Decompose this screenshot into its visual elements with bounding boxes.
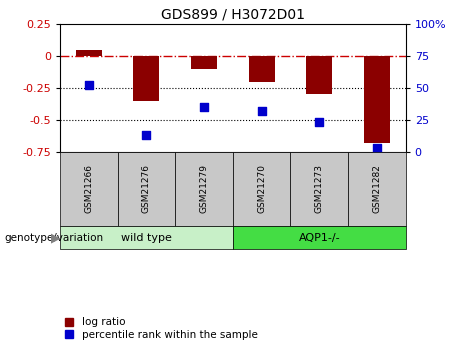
Bar [60, 226, 233, 249]
Point [373, 145, 381, 151]
Bar [306, 56, 332, 95]
Text: GSM21266: GSM21266 [84, 164, 93, 214]
Title: GDS899 / H3072D01: GDS899 / H3072D01 [161, 8, 305, 22]
Text: GSM21282: GSM21282 [372, 165, 381, 213]
Bar [191, 56, 217, 69]
Text: AQP1-/-: AQP1-/- [298, 233, 340, 243]
Point [200, 104, 207, 110]
Text: GSM21270: GSM21270 [257, 164, 266, 214]
Bar [233, 226, 406, 249]
Point [142, 132, 150, 138]
Bar [233, 152, 290, 226]
Bar [118, 152, 175, 226]
Text: genotype/variation: genotype/variation [5, 233, 104, 243]
Text: GSM21276: GSM21276 [142, 164, 151, 214]
Text: wild type: wild type [121, 233, 172, 243]
Point [315, 120, 323, 125]
Bar [364, 56, 390, 143]
Bar [60, 152, 118, 226]
Bar [76, 50, 102, 56]
Bar [248, 56, 275, 81]
Bar [290, 152, 348, 226]
Bar [348, 152, 406, 226]
Bar [133, 56, 160, 101]
Text: GSM21273: GSM21273 [315, 164, 324, 214]
Bar [175, 152, 233, 226]
Legend: log ratio, percentile rank within the sample: log ratio, percentile rank within the sa… [65, 317, 258, 340]
Text: ▶: ▶ [51, 231, 60, 244]
Point [85, 83, 92, 88]
Text: GSM21279: GSM21279 [200, 164, 208, 214]
Point [258, 108, 266, 114]
